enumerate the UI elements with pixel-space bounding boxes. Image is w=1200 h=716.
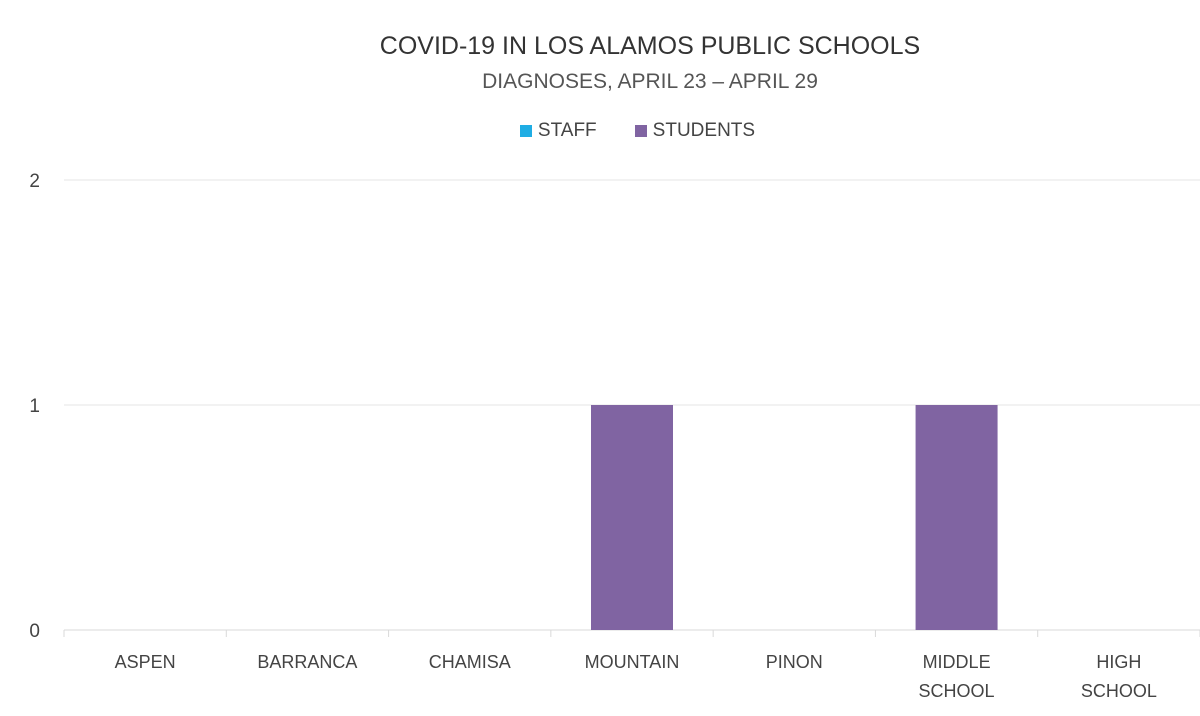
legend-label-staff: STAFF — [537, 120, 597, 141]
x-tick-label: SCHOOL — [919, 681, 995, 701]
y-tick-label: 1 — [29, 396, 40, 417]
y-tick-label: 0 — [29, 621, 40, 642]
x-tick-label: CHAMISA — [429, 652, 511, 672]
x-tick-label: MOUNTAIN — [585, 652, 680, 672]
legend-item-staff: STAFF — [519, 120, 597, 142]
y-tick-label: 2 — [29, 171, 40, 192]
x-tick-label: HIGH — [1096, 652, 1141, 672]
legend: STAFF STUDENTS — [0, 120, 1200, 142]
legend-swatch-students — [634, 125, 647, 137]
x-tick-label: BARRANCA — [257, 652, 357, 672]
x-tick-label: SCHOOL — [1081, 681, 1157, 701]
bar-students — [591, 405, 673, 630]
x-tick-label: ASPEN — [115, 652, 176, 672]
chart-subtitle: DIAGNOSES, APRIL 23 – APRIL 29 — [482, 70, 818, 93]
x-tick-label: MIDDLE — [923, 652, 991, 672]
bar-students — [915, 405, 998, 630]
chart-title: COVID-19 IN LOS ALAMOS PUBLIC SCHOOLS — [379, 32, 921, 60]
legend-swatch-staff — [519, 125, 532, 137]
x-tick-label: PINON — [766, 652, 823, 672]
legend-label-students: STUDENTS — [652, 120, 756, 141]
legend-item-students: STUDENTS — [634, 120, 756, 142]
